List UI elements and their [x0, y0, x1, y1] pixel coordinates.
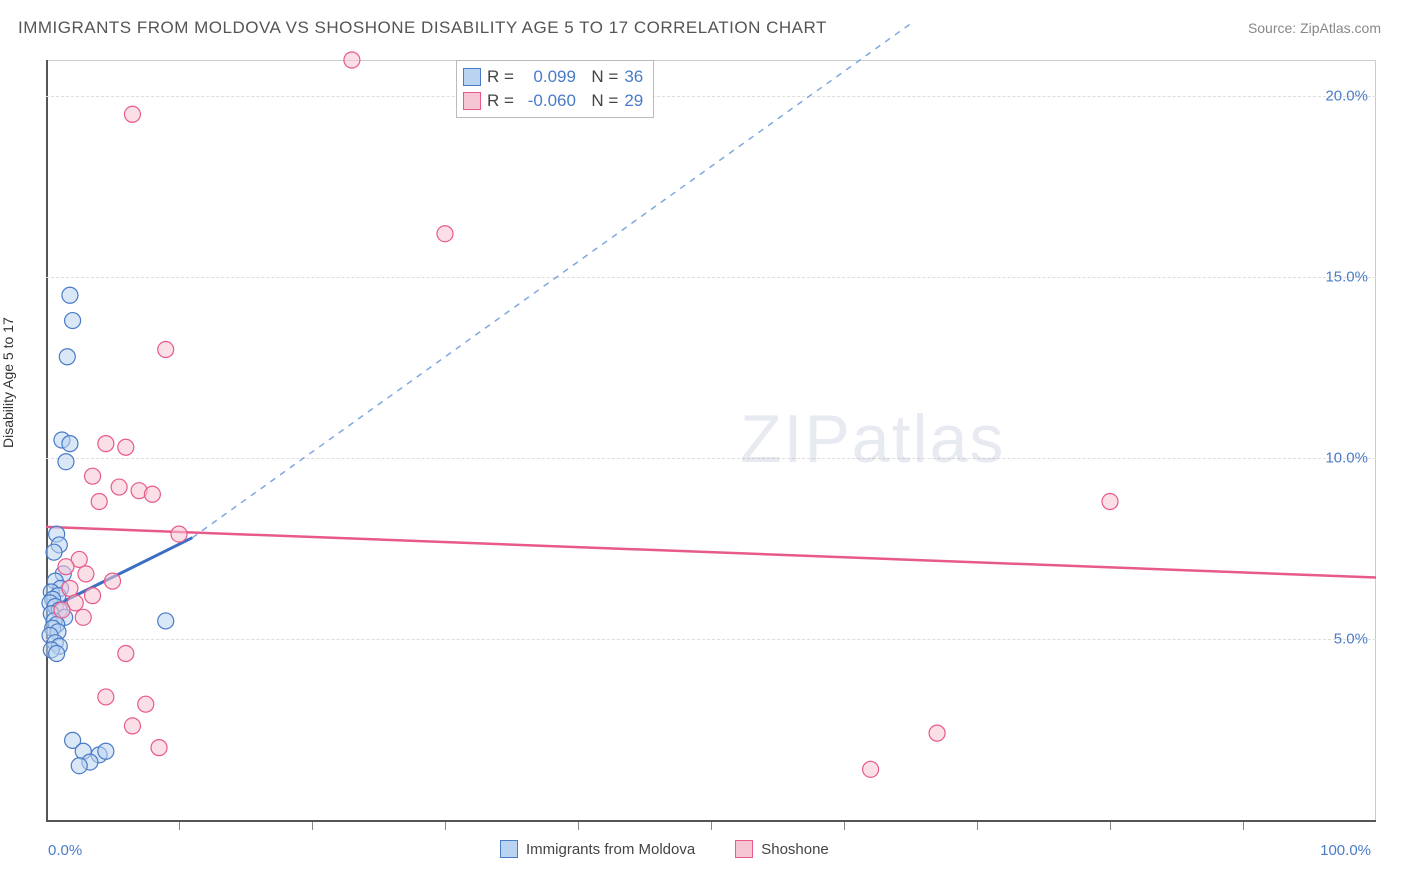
data-point: [59, 349, 75, 365]
n-label: N =: [582, 65, 618, 89]
source-attribution: Source: ZipAtlas.com: [1248, 20, 1381, 36]
data-point: [85, 468, 101, 484]
data-point: [158, 342, 174, 358]
legend-swatch-2: [735, 840, 753, 858]
n-label: N =: [582, 89, 618, 113]
data-point: [105, 573, 121, 589]
r-label: R =: [487, 89, 514, 113]
swatch-series-2: [463, 92, 481, 110]
data-point: [124, 718, 140, 734]
data-point: [111, 479, 127, 495]
r-value-2: -0.060: [520, 89, 576, 113]
data-point: [1102, 494, 1118, 510]
data-point: [75, 609, 91, 625]
data-point: [863, 761, 879, 777]
data-point: [46, 544, 62, 560]
x-tick: [312, 822, 313, 830]
n-value-2: 29: [624, 89, 643, 113]
data-point: [171, 526, 187, 542]
data-point: [91, 494, 107, 510]
legend-bottom: Immigrants from Moldova Shoshone: [500, 840, 829, 858]
legend-swatch-1: [500, 840, 518, 858]
x-axis-min-label: 0.0%: [48, 842, 82, 859]
x-tick: [179, 822, 180, 830]
data-point: [58, 559, 74, 575]
r-value-1: 0.099: [520, 65, 576, 89]
data-point: [144, 486, 160, 502]
x-tick: [844, 822, 845, 830]
chart-title: IMMIGRANTS FROM MOLDOVA VS SHOSHONE DISA…: [18, 18, 827, 38]
y-axis-label: Disability Age 5 to 17: [0, 317, 16, 448]
data-point: [344, 52, 360, 68]
correlation-row-1: R = 0.099 N = 36: [463, 65, 643, 89]
data-point: [78, 566, 94, 582]
n-value-1: 36: [624, 65, 643, 89]
data-point: [65, 313, 81, 329]
x-tick: [711, 822, 712, 830]
swatch-series-1: [463, 68, 481, 86]
data-point: [929, 725, 945, 741]
data-point: [62, 287, 78, 303]
data-point: [98, 689, 114, 705]
data-point: [62, 580, 78, 596]
x-tick: [1243, 822, 1244, 830]
correlation-row-2: R = -0.060 N = 29: [463, 89, 643, 113]
data-point: [49, 646, 65, 662]
data-point: [62, 436, 78, 452]
x-axis-max-label: 100.0%: [1320, 842, 1371, 859]
data-point: [158, 613, 174, 629]
chart-svg: [46, 60, 1376, 820]
x-tick: [445, 822, 446, 830]
legend-item-2: Shoshone: [735, 840, 829, 858]
data-point: [98, 436, 114, 452]
correlation-legend-box: R = 0.099 N = 36 R = -0.060 N = 29: [456, 60, 654, 118]
trend-line: [46, 527, 1376, 578]
data-point: [71, 758, 87, 774]
data-point: [118, 439, 134, 455]
data-point: [138, 696, 154, 712]
x-tick: [977, 822, 978, 830]
legend-label-2: Shoshone: [761, 841, 829, 858]
legend-item-1: Immigrants from Moldova: [500, 840, 695, 858]
data-point: [118, 646, 134, 662]
r-label: R =: [487, 65, 514, 89]
data-point: [54, 602, 70, 618]
data-point: [124, 106, 140, 122]
data-point: [151, 740, 167, 756]
data-point: [85, 588, 101, 604]
data-point: [58, 454, 74, 470]
x-tick: [578, 822, 579, 830]
data-point: [98, 743, 114, 759]
x-tick: [1110, 822, 1111, 830]
legend-label-1: Immigrants from Moldova: [526, 841, 695, 858]
data-point: [437, 226, 453, 242]
